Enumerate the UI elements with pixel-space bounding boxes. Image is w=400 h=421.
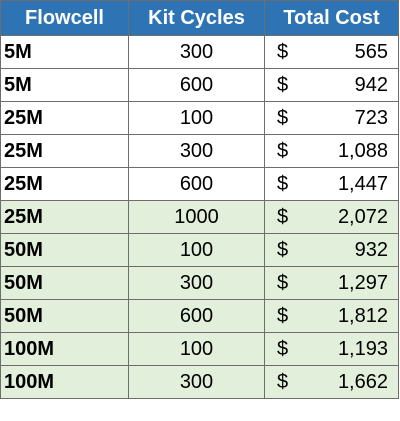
cost-value: 1,662 (337, 370, 388, 393)
currency-symbol: $ (277, 205, 289, 228)
flowcell-cell: 5M (0, 35, 129, 69)
kit-cycles-cell: 300 (128, 134, 265, 168)
kit-cycles-cell: 300 (128, 365, 265, 399)
kit-cycles-cell: 600 (128, 68, 265, 102)
total-cost-cell: $1,088 (264, 134, 399, 168)
kit-cycles-cell: 300 (128, 35, 265, 69)
currency-symbol: $ (277, 139, 289, 162)
flowcell-cell: 50M (0, 233, 129, 267)
table-row: 25M 100 $723 (0, 101, 399, 135)
header-total-cost: Total Cost (264, 0, 399, 36)
total-cost-cell: $932 (264, 233, 399, 267)
cost-wrap: $1,193 (266, 337, 398, 361)
table-body: 5M 300 $565 5M 600 $942 25M 100 $723 25M 300 $1,088… (0, 35, 399, 399)
header-row: Flowcell Kit Cycles Total Cost (0, 0, 399, 36)
total-cost-cell: $565 (264, 35, 399, 69)
cost-value: 932 (354, 238, 388, 261)
table-row: 50M 300 $1,297 (0, 266, 399, 300)
cost-value: 565 (354, 40, 388, 63)
cost-value: 1,812 (337, 304, 388, 327)
kit-cycles-cell: 600 (128, 299, 265, 333)
total-cost-cell: $1,193 (264, 332, 399, 366)
header-flowcell: Flowcell (0, 0, 129, 36)
flowcell-cell: 100M (0, 332, 129, 366)
flowcell-cell: 25M (0, 167, 129, 201)
flowcell-cell: 50M (0, 266, 129, 300)
total-cost-cell: $1,447 (264, 167, 399, 201)
kit-cycles-cell: 100 (128, 233, 265, 267)
total-cost-cell: $942 (264, 68, 399, 102)
cost-wrap: $565 (266, 40, 398, 64)
currency-symbol: $ (277, 172, 289, 195)
table-row: 25M 1000 $2,072 (0, 200, 399, 234)
cost-wrap: $723 (266, 106, 398, 130)
cost-value: 2,072 (337, 205, 388, 228)
cost-value: 942 (354, 73, 388, 96)
currency-symbol: $ (277, 73, 289, 96)
flowcell-cell: 25M (0, 200, 129, 234)
total-cost-cell: $2,072 (264, 200, 399, 234)
table-row: 25M 600 $1,447 (0, 167, 399, 201)
currency-symbol: $ (277, 370, 289, 393)
table-row: 50M 100 $932 (0, 233, 399, 267)
cost-wrap: $942 (266, 73, 398, 97)
cost-value: 1,193 (337, 337, 388, 360)
flowcell-cell: 25M (0, 101, 129, 135)
table-row: 50M 600 $1,812 (0, 299, 399, 333)
kit-cycles-cell: 600 (128, 167, 265, 201)
total-cost-cell: $1,812 (264, 299, 399, 333)
currency-symbol: $ (277, 238, 289, 261)
cost-value: 723 (354, 106, 388, 129)
cost-wrap: $2,072 (266, 205, 398, 229)
total-cost-cell: $1,297 (264, 266, 399, 300)
cost-table: Flowcell Kit Cycles Total Cost 5M 300 $565… (0, 0, 399, 399)
cost-value: 1,088 (337, 139, 388, 162)
flowcell-cell: 25M (0, 134, 129, 168)
kit-cycles-cell: 1000 (128, 200, 265, 234)
table-row: 100M 100 $1,193 (0, 332, 399, 366)
cost-wrap: $932 (266, 238, 398, 262)
cost-value: 1,297 (337, 271, 388, 294)
table-row: 25M 300 $1,088 (0, 134, 399, 168)
flowcell-cell: 50M (0, 299, 129, 333)
flowcell-cell: 100M (0, 365, 129, 399)
cost-wrap: $1,662 (266, 370, 398, 394)
table-header: Flowcell Kit Cycles Total Cost (0, 0, 399, 36)
cost-value: 1,447 (337, 172, 388, 195)
table-row: 5M 300 $565 (0, 35, 399, 69)
cost-wrap: $1,447 (266, 172, 398, 196)
total-cost-cell: $1,662 (264, 365, 399, 399)
currency-symbol: $ (277, 304, 289, 327)
table-row: 5M 600 $942 (0, 68, 399, 102)
total-cost-cell: $723 (264, 101, 399, 135)
kit-cycles-cell: 100 (128, 332, 265, 366)
currency-symbol: $ (277, 40, 289, 63)
flowcell-cell: 5M (0, 68, 129, 102)
cost-wrap: $1,812 (266, 304, 398, 328)
cost-wrap: $1,297 (266, 271, 398, 295)
currency-symbol: $ (277, 271, 289, 294)
header-kit-cycles: Kit Cycles (128, 0, 265, 36)
currency-symbol: $ (277, 106, 289, 129)
cost-wrap: $1,088 (266, 139, 398, 163)
kit-cycles-cell: 100 (128, 101, 265, 135)
kit-cycles-cell: 300 (128, 266, 265, 300)
table-row: 100M 300 $1,662 (0, 365, 399, 399)
currency-symbol: $ (277, 337, 289, 360)
